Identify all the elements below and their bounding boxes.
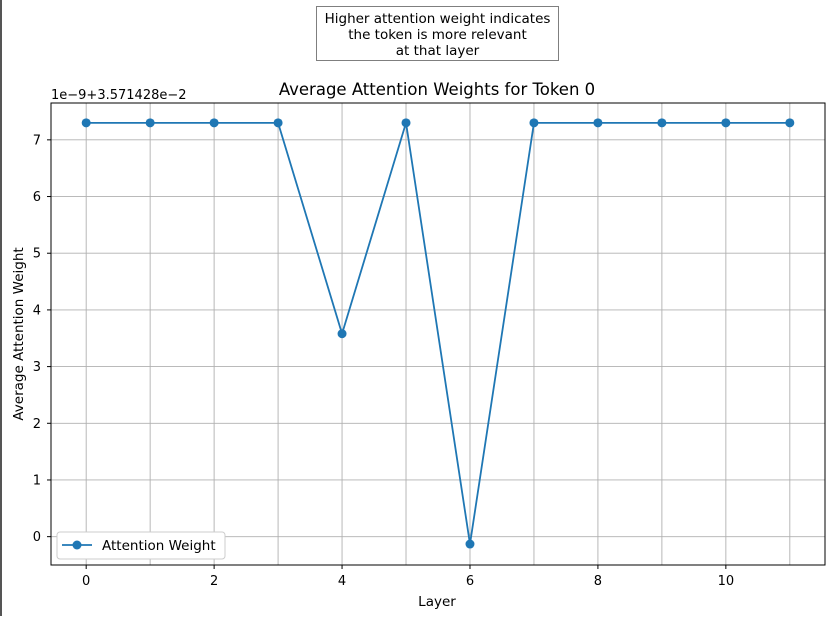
axis-ticks: 0 2 4 6 8 10 0 1 2 3 4 5 6 7 bbox=[33, 133, 734, 589]
annotation-line: Higher attention weight indicates bbox=[324, 11, 551, 27]
y-tick-label: 3 bbox=[33, 360, 41, 375]
data-point bbox=[401, 118, 411, 128]
data-point bbox=[529, 118, 539, 128]
chart-title: Average Attention Weights for Token 0 bbox=[279, 80, 595, 99]
y-axis-label: Average Attention Weight bbox=[11, 247, 27, 420]
data-point bbox=[721, 118, 731, 128]
y-tick-label: 7 bbox=[33, 133, 41, 148]
data-point bbox=[145, 118, 155, 128]
x-tick-label: 10 bbox=[718, 574, 735, 589]
y-tick-label: 1 bbox=[33, 473, 41, 488]
legend-label: Attention Weight bbox=[102, 538, 216, 554]
data-point bbox=[209, 118, 219, 128]
legend-box bbox=[56, 531, 226, 560]
data-point bbox=[337, 329, 347, 339]
data-point bbox=[81, 118, 91, 128]
series-line bbox=[86, 121, 790, 545]
x-tick-label: 6 bbox=[466, 574, 474, 589]
x-tick-label: 0 bbox=[82, 574, 90, 589]
data-point bbox=[593, 118, 603, 128]
annotation-line: at that layer bbox=[395, 43, 480, 59]
data-point bbox=[785, 118, 795, 128]
annotation-line: the token is more relevant bbox=[348, 27, 527, 43]
x-tick-label: 2 bbox=[210, 574, 218, 589]
data-point bbox=[657, 118, 667, 128]
x-tick-label: 4 bbox=[338, 574, 346, 589]
y-tick-label: 0 bbox=[33, 530, 41, 545]
y-tick-label: 5 bbox=[33, 247, 41, 262]
annotation-box: Higher attention weight indicates the to… bbox=[316, 6, 559, 61]
legend: Attention Weight bbox=[56, 531, 226, 560]
data-point bbox=[465, 539, 475, 549]
y-tick-label: 6 bbox=[33, 190, 41, 205]
data-point bbox=[273, 118, 283, 128]
plot-area-frame bbox=[50, 102, 826, 566]
x-axis-label: Layer bbox=[418, 594, 456, 610]
series-layer bbox=[81, 118, 795, 549]
legend-marker-swatch bbox=[72, 540, 82, 550]
y-offset-label: 1e−9+3.571428e−2 bbox=[51, 88, 187, 103]
y-tick-label: 4 bbox=[33, 303, 41, 318]
y-tick-label: 2 bbox=[33, 417, 41, 432]
x-tick-label: 8 bbox=[594, 574, 602, 589]
